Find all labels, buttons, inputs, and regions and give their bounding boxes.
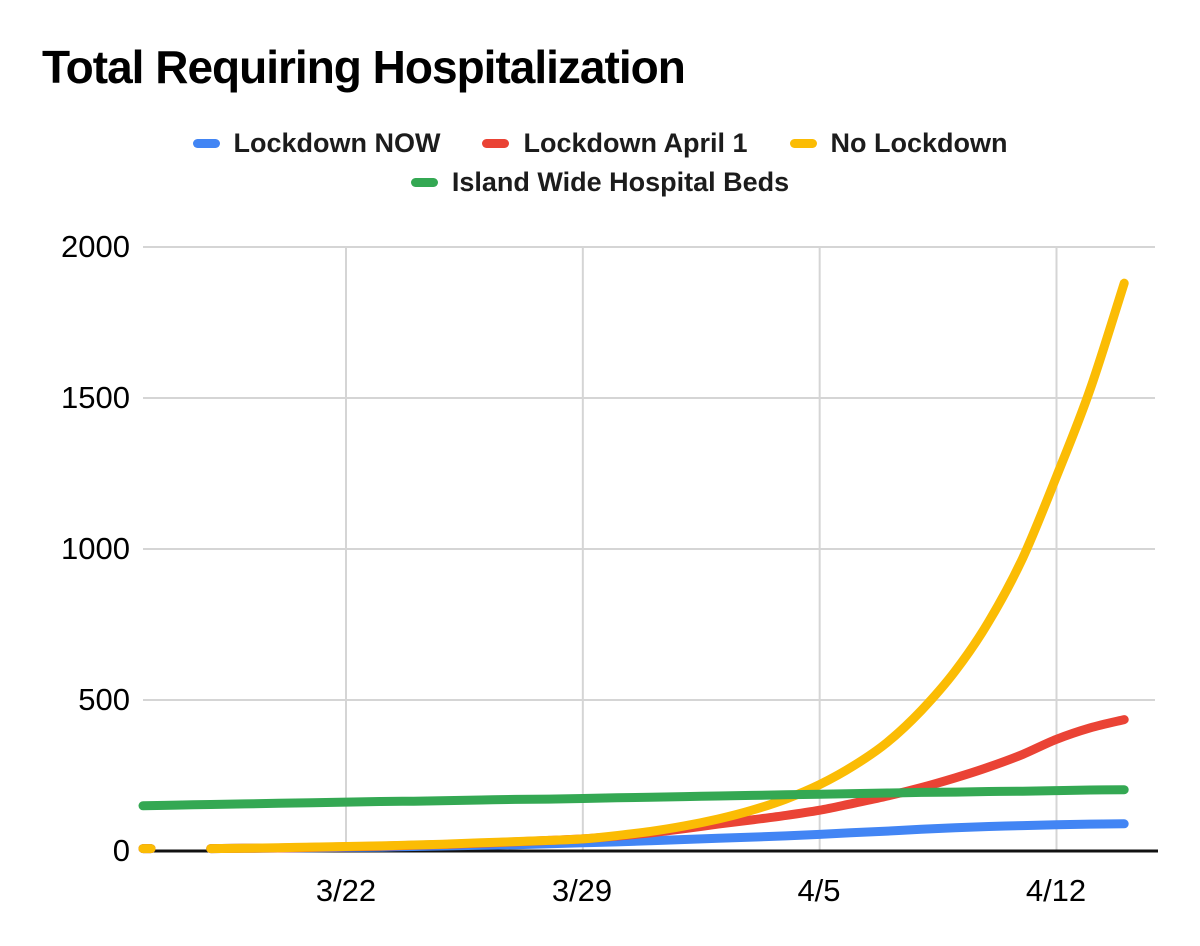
y-axis-tick-label: 500	[78, 682, 130, 717]
y-axis-tick-label: 0	[112, 833, 130, 868]
y-axis-tick-label: 2000	[61, 229, 130, 264]
lockdown-now-swatch-icon	[192, 139, 220, 148]
chart-title: Total Requiring Hospitalization	[42, 41, 686, 93]
chart-legend: Lockdown NOW Lockdown April 1 No Lockdow…	[0, 128, 1200, 198]
legend-item-lockdown-april-1: Lockdown April 1	[482, 128, 748, 159]
legend-row-1: Lockdown NOW Lockdown April 1 No Lockdow…	[192, 128, 1008, 159]
series-line-no-lockdown	[206, 278, 1129, 854]
island-wide-hospital-beds-swatch-icon	[410, 178, 438, 187]
y-axis-tick-label: 1500	[61, 380, 130, 415]
legend-label: Lockdown April 1	[523, 128, 748, 158]
lockdown-april-1-swatch-icon	[482, 139, 510, 148]
series-line-island-wide-hospital-beds	[138, 785, 1129, 811]
legend-item-island-wide-hospital-beds: Island Wide Hospital Beds	[410, 167, 790, 198]
x-axis-tick-label: 4/5	[797, 873, 841, 908]
x-axis-tick-label: 3/29	[551, 873, 613, 908]
y-axis-tick-label: 1000	[61, 531, 130, 566]
legend-item-no-lockdown: No Lockdown	[789, 128, 1008, 159]
legend-label: Lockdown NOW	[233, 128, 441, 158]
x-axis-tick-label: 4/12	[1025, 873, 1087, 908]
legend-row-2: Island Wide Hospital Beds	[410, 167, 790, 198]
no-lockdown-swatch-icon	[789, 139, 817, 148]
legend-item-lockdown-now: Lockdown NOW	[192, 128, 441, 159]
x-axis-tick-label: 3/22	[315, 873, 377, 908]
legend-label: No Lockdown	[830, 128, 1008, 158]
legend-label: Island Wide Hospital Beds	[451, 167, 790, 197]
